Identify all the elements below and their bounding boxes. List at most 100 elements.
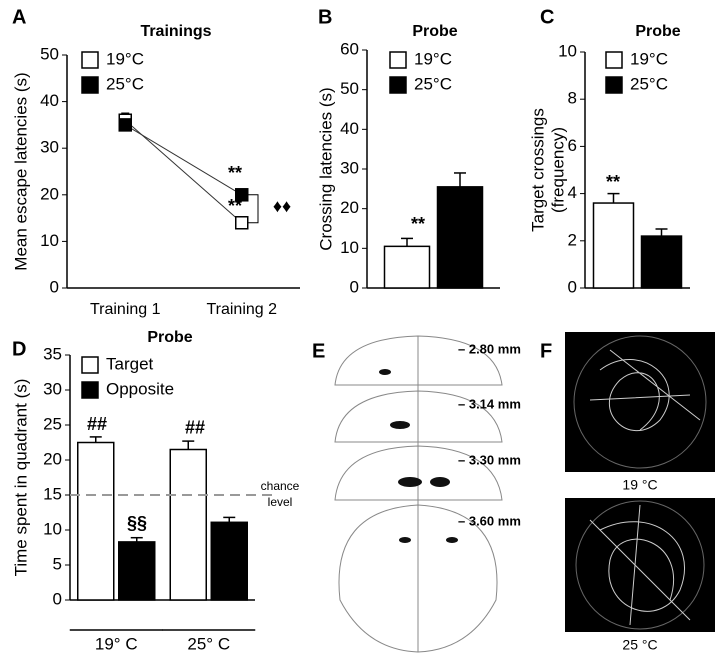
dot xyxy=(430,477,450,487)
y-tick-label: 20 xyxy=(340,198,359,217)
significance-bracket xyxy=(248,194,259,224)
annotation: ** xyxy=(228,196,242,216)
bar xyxy=(77,441,115,601)
y-tick-label: 20 xyxy=(43,449,62,468)
section-label: – 3.30 mm xyxy=(458,452,521,467)
y-tick-label: 30 xyxy=(40,138,59,157)
annotation: §§ xyxy=(127,513,147,533)
legend-label: Target xyxy=(106,354,154,373)
legend-swatch xyxy=(605,76,623,94)
panel-letter: C xyxy=(540,6,554,28)
section-label: – 2.80 mm xyxy=(458,341,521,356)
section-label: – 3.14 mm xyxy=(458,396,521,411)
y-tick-label: 50 xyxy=(340,79,359,98)
panel-letter: D xyxy=(12,338,26,360)
chart-title: Trainings xyxy=(140,23,211,40)
pool xyxy=(575,500,705,630)
y-tick-label: 0 xyxy=(568,277,577,296)
y-tick-label: 2 xyxy=(568,230,577,249)
annotation: ** xyxy=(228,163,242,183)
annotation: ** xyxy=(411,214,425,234)
dot xyxy=(398,477,422,487)
y-tick-label: 6 xyxy=(568,136,577,155)
x-tick-label: Training 1 xyxy=(90,301,161,318)
reference-label: chance xyxy=(261,479,300,493)
dot xyxy=(399,537,411,543)
lesion-dots xyxy=(379,369,458,543)
legend-swatch xyxy=(81,51,99,69)
section xyxy=(338,504,498,653)
legend-swatch xyxy=(81,381,99,399)
series-line xyxy=(124,119,243,224)
y-tick-label: 0 xyxy=(50,277,59,296)
chart-title: Probe xyxy=(147,329,192,346)
y-tick-label: 5 xyxy=(53,554,62,573)
legend-label: 19°C xyxy=(630,49,668,68)
chart-title: Probe xyxy=(635,23,680,40)
chart-title: Probe xyxy=(412,23,457,40)
legend-label: 25°C xyxy=(630,74,668,93)
y-tick-label: 15 xyxy=(43,484,62,503)
y-axis-label: Time spent in quadrant (s) xyxy=(11,379,30,577)
bar xyxy=(169,448,207,601)
bar xyxy=(436,186,484,289)
panel-letter: B xyxy=(318,6,332,28)
legend-label: 19°C xyxy=(414,49,452,68)
legend-swatch xyxy=(605,51,623,69)
legend-label: 25°C xyxy=(414,74,452,93)
x-tick-label: 19° C xyxy=(95,634,138,653)
y-tick-label: 40 xyxy=(340,119,359,138)
y-tick-label: 4 xyxy=(568,183,577,202)
annotation: ## xyxy=(87,414,107,434)
annotation: ** xyxy=(606,172,620,192)
bar xyxy=(118,541,156,601)
y-tick-label: 40 xyxy=(40,91,59,110)
track-label: 19 °C xyxy=(622,477,657,493)
annotation: ## xyxy=(185,417,205,437)
y-tick-label: 10 xyxy=(340,238,359,257)
panel-letter: F xyxy=(540,340,552,362)
legend-swatch xyxy=(389,51,407,69)
y-tick-label: 20 xyxy=(40,184,59,203)
y-axis-label: Target crossings xyxy=(528,108,547,232)
panel-letter: E xyxy=(312,340,325,362)
track-image xyxy=(565,498,715,632)
bar xyxy=(640,235,683,289)
y-tick-label: 10 xyxy=(40,231,59,250)
track-image xyxy=(565,332,715,472)
annotation: ♦♦ xyxy=(273,196,291,216)
x-tick-label: Training 2 xyxy=(206,301,277,318)
bar xyxy=(383,245,431,289)
bar xyxy=(592,202,635,289)
y-tick-label: 30 xyxy=(340,158,359,177)
y-tick-label: 30 xyxy=(43,379,62,398)
y-tick-label: 0 xyxy=(350,277,359,296)
dot xyxy=(379,369,391,375)
y-tick-label: 10 xyxy=(43,519,62,538)
point xyxy=(118,118,132,132)
y-tick-label: 60 xyxy=(340,39,359,58)
bar xyxy=(210,521,248,601)
track xyxy=(589,504,691,626)
legend-label: 19°C xyxy=(106,49,144,68)
dot xyxy=(446,537,458,543)
track xyxy=(589,349,701,432)
y-axis-label: Crossing latencies (s) xyxy=(316,87,335,250)
reference-label: level xyxy=(268,495,293,509)
legend-swatch xyxy=(81,76,99,94)
y-tick-label: 25 xyxy=(43,414,62,433)
legend-label: 25°C xyxy=(106,74,144,93)
series-line xyxy=(124,124,243,196)
y-tick-label: 8 xyxy=(568,89,577,108)
legend-label: Opposite xyxy=(106,379,174,398)
legend-swatch xyxy=(81,356,99,374)
y-axis-label: (frequency) xyxy=(548,127,567,213)
pool xyxy=(573,335,707,469)
panel-letter: A xyxy=(12,6,26,28)
y-tick-label: 50 xyxy=(40,44,59,63)
section-label: – 3.60 mm xyxy=(458,513,521,528)
dot xyxy=(390,421,410,429)
x-tick-label: 25° C xyxy=(187,634,230,653)
